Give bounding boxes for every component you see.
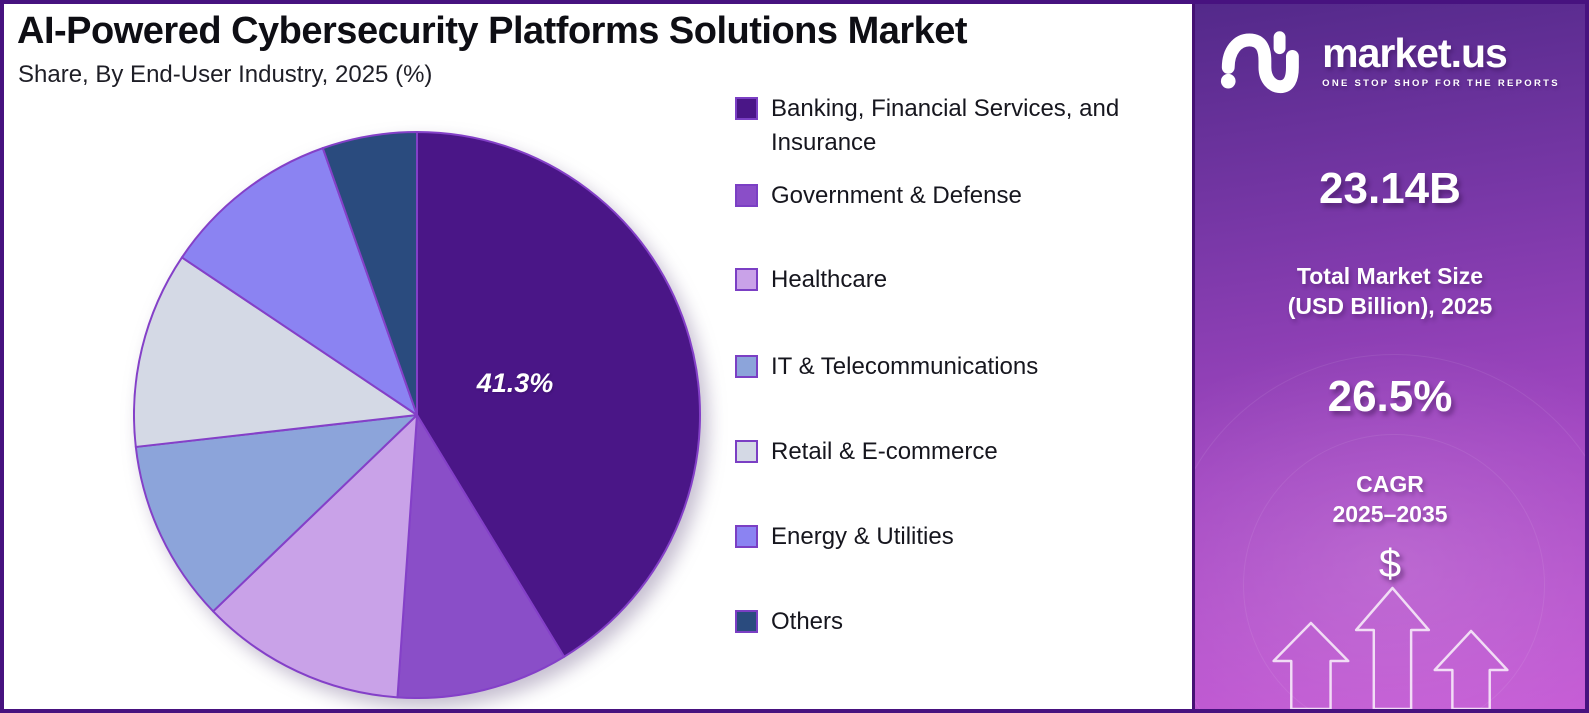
pie-slice-0 xyxy=(416,131,701,658)
pie-slice-6 xyxy=(321,131,418,416)
decorative-ring xyxy=(1195,354,1585,709)
brand-logo: market.us ONE STOP SHOP FOR THE REPORTS xyxy=(1195,28,1585,94)
legend-label: Retail & E-commerce xyxy=(771,438,998,465)
market-size-label-line1: Total Market Size xyxy=(1296,263,1484,289)
legend-label: Banking, Financial Services, and Insuran… xyxy=(771,95,1120,157)
pie-slice-4 xyxy=(133,256,418,448)
cagr-label-line2: 2025–2035 xyxy=(1332,500,1448,527)
legend-swatch xyxy=(735,440,758,463)
pie-slice-3 xyxy=(134,414,418,613)
brand-logo-icon xyxy=(1221,31,1299,94)
brand-name: market.us xyxy=(1322,30,1508,76)
pie-slice-1 xyxy=(396,414,566,699)
legend-item: Government & Defense xyxy=(735,179,1022,213)
brand-tagline: ONE STOP SHOP FOR THE REPORTS xyxy=(1322,78,1560,89)
legend-swatch xyxy=(735,525,758,548)
market-size-label-line2: (USD Billion), 2025 xyxy=(1287,292,1493,319)
legend-label: IT & Telecommunications xyxy=(771,353,1039,380)
sidebar: market.us ONE STOP SHOP FOR THE REPORTS … xyxy=(1192,4,1585,709)
pie-slice-5 xyxy=(180,147,418,416)
page-subtitle: Share, By End-User Industry, 2025 (%) xyxy=(18,61,433,88)
legend-label: Government & Defense xyxy=(771,182,1022,209)
legend-swatch xyxy=(735,97,758,120)
legend-label: Healthcare xyxy=(771,266,888,293)
cagr-label: CAGR 2025–2035 xyxy=(1195,470,1585,530)
legend-item: Energy & Utilities xyxy=(735,520,954,554)
market-size-label: Total Market Size (USD Billion), 2025 xyxy=(1195,262,1585,322)
legend-item: IT & Telecommunications xyxy=(735,350,1038,384)
legend-item: Banking, Financial Services, and Insuran… xyxy=(735,92,1187,160)
legend: Banking, Financial Services, and Insuran… xyxy=(735,4,1187,709)
market-size-value: 23.14B xyxy=(1319,164,1461,213)
pie-slice-2 xyxy=(212,414,418,699)
legend-item: Retail & E-commerce xyxy=(735,435,998,469)
dollar-icon: $ xyxy=(1378,542,1402,586)
legend-swatch xyxy=(735,610,758,633)
legend-label: Energy & Utilities xyxy=(771,523,954,550)
cagr-value: 26.5% xyxy=(1327,372,1453,421)
legend-swatch xyxy=(735,268,758,291)
page-title: AI-Powered Cybersecurity Platforms Solut… xyxy=(17,10,968,52)
pie-chart-wrap xyxy=(127,125,707,705)
legend-swatch xyxy=(735,184,758,207)
pie-slice-label: 41.3% xyxy=(476,368,554,398)
pie-chart xyxy=(133,131,701,699)
cagr-label-line1: CAGR xyxy=(1356,471,1424,497)
legend-item: Healthcare xyxy=(735,263,887,297)
legend-swatch xyxy=(735,355,758,378)
legend-label: Others xyxy=(771,608,844,635)
legend-item: Others xyxy=(735,605,843,639)
brand-text-block: market.us ONE STOP SHOP FOR THE REPORTS xyxy=(1322,30,1560,90)
growth-arrows-icon xyxy=(1272,586,1509,709)
